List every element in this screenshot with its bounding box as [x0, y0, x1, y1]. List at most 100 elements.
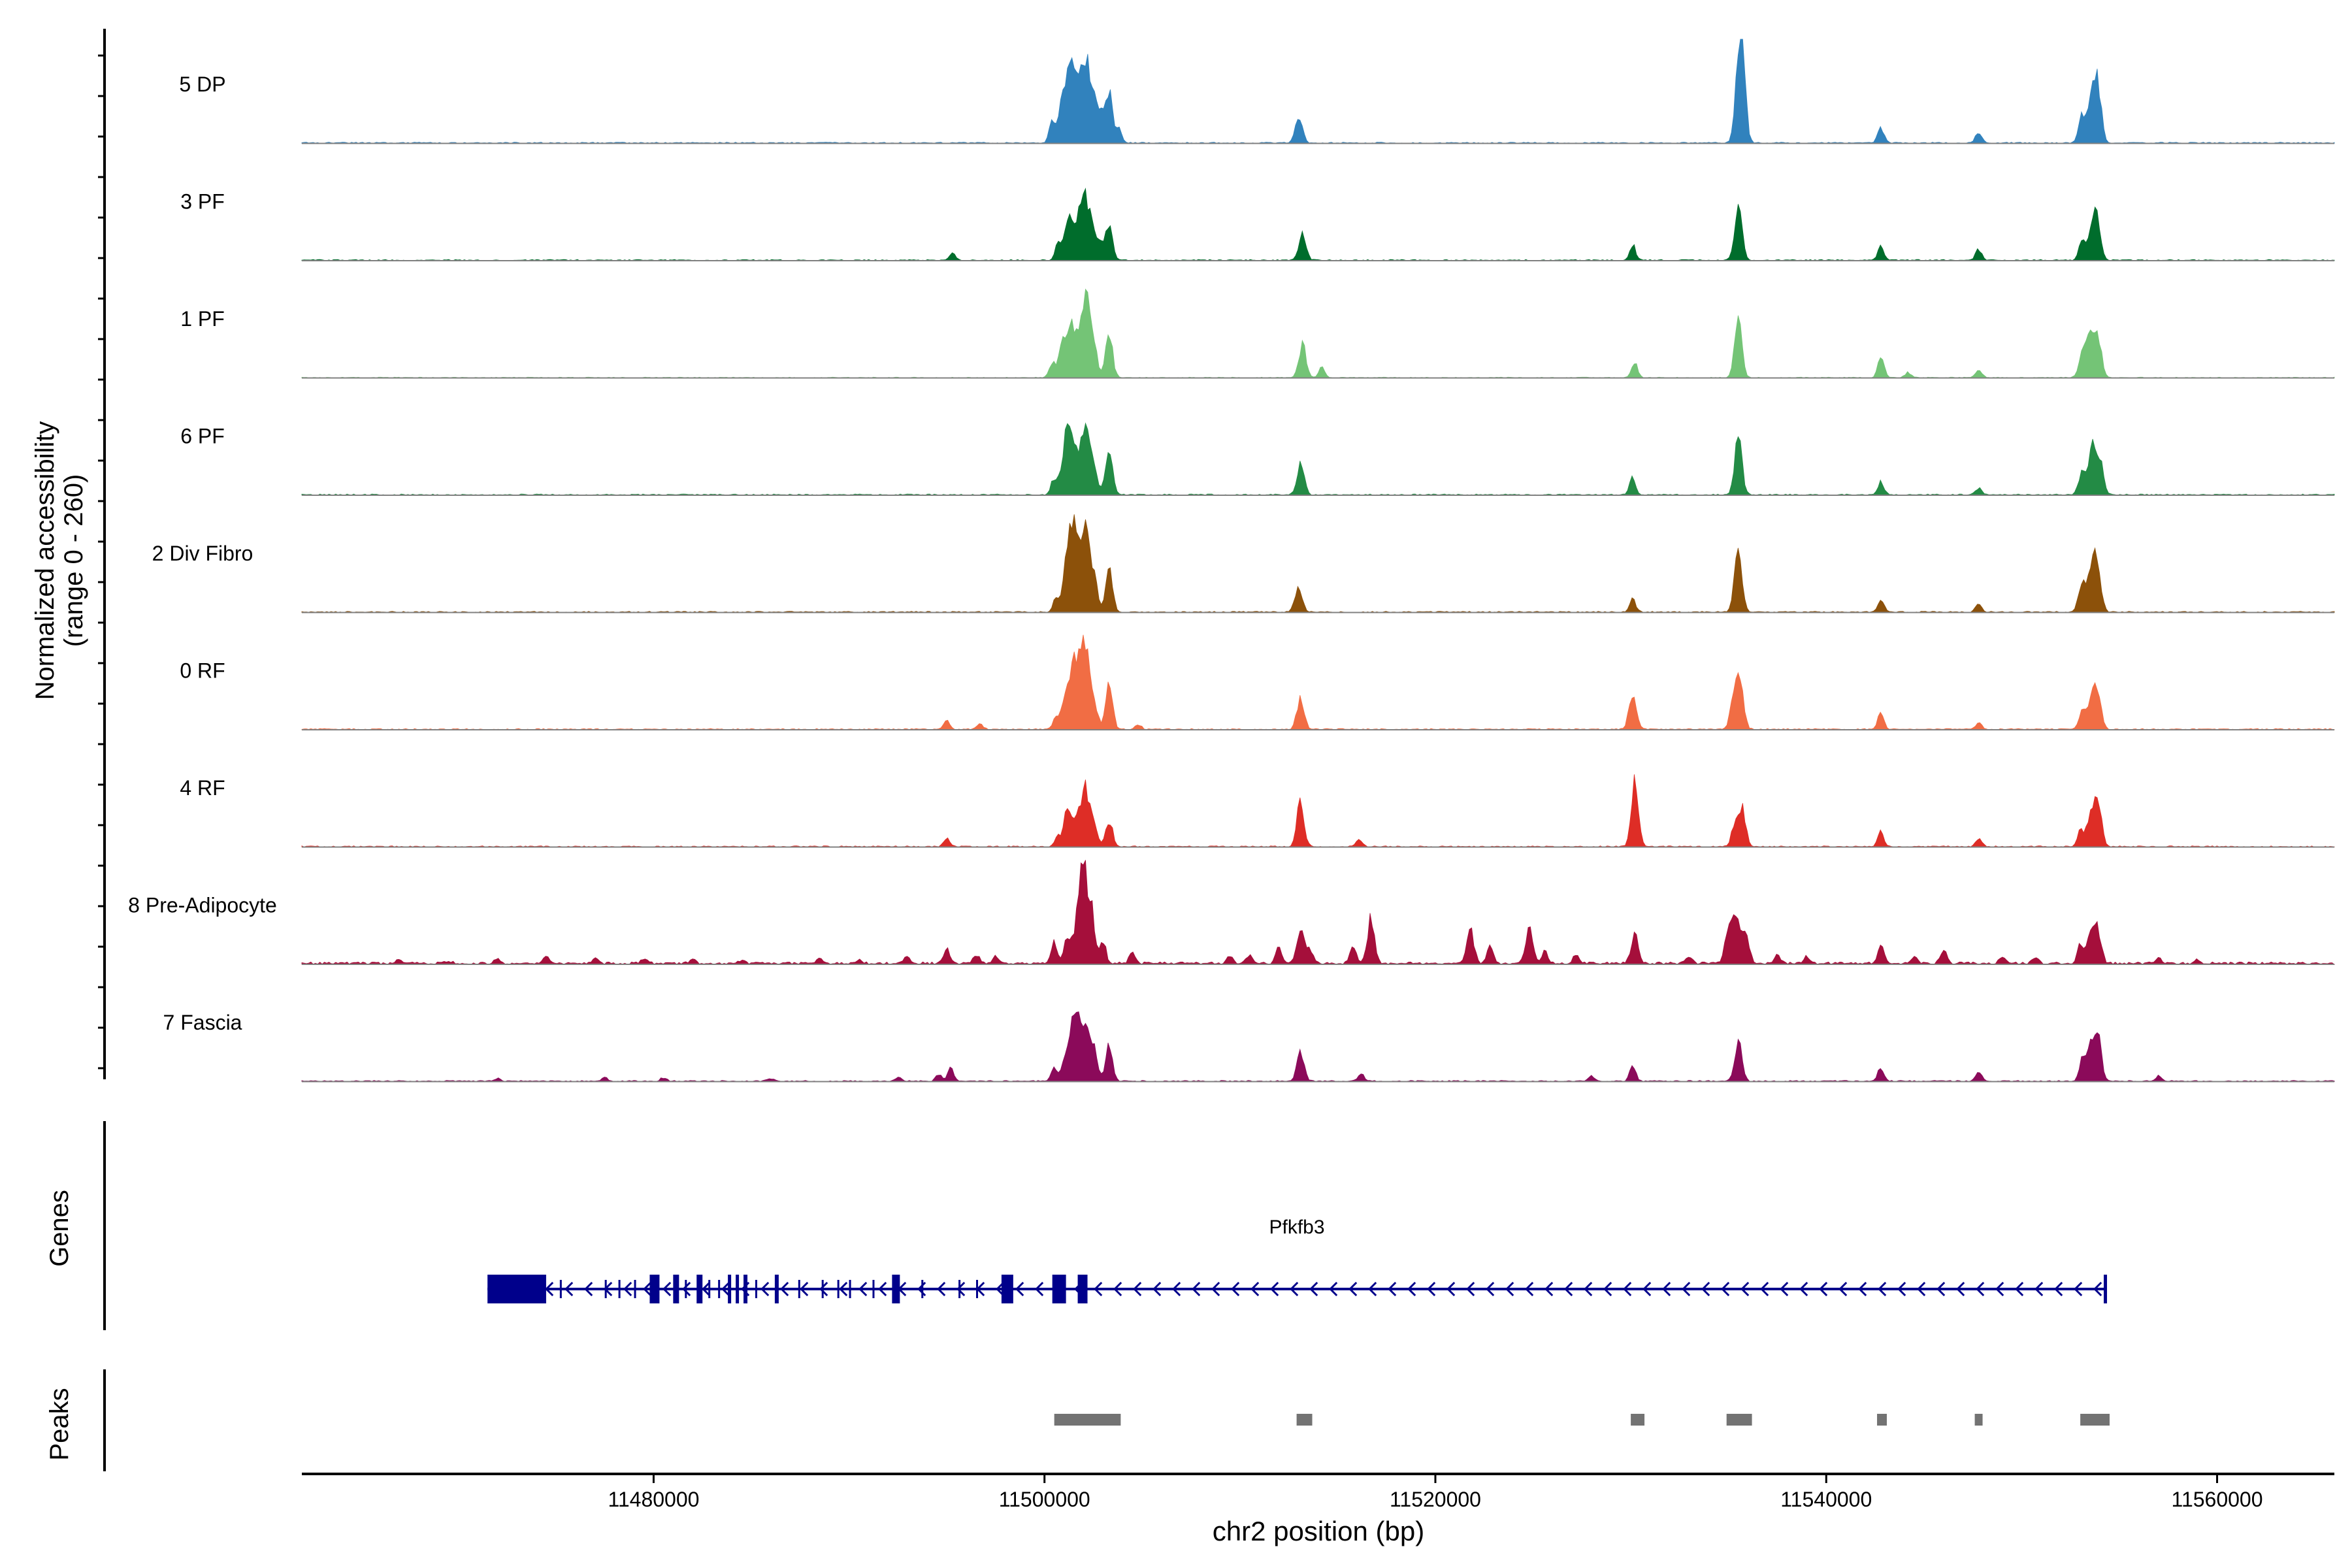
- gene-exon: [649, 1275, 660, 1303]
- accessibility-tracks: 5 DP 3 PF 1 PF 6 PF 2 Div Fibro 0 RF 4 RF 8 Pre…: [128, 39, 2336, 1083]
- gene-name-label: Pfkfb3: [1269, 1217, 1324, 1238]
- strand-arrow: [1917, 1281, 1926, 1297]
- strand-arrow: [2034, 1281, 2044, 1297]
- strand-arrow: [702, 1281, 711, 1297]
- gene-track: Pfkfb3: [487, 1217, 2108, 1303]
- gene-exon-small: [634, 1280, 636, 1298]
- strand-arrow: [1642, 1281, 1652, 1297]
- track-6-pf: 6 PF: [180, 422, 2335, 496]
- strand-arrow: [1388, 1281, 1397, 1297]
- track-label: 2 Div Fibro: [152, 542, 253, 565]
- strand-arrow: [1035, 1281, 1044, 1297]
- peaks-panel-title: Peaks: [45, 1388, 74, 1460]
- strand-arrow: [780, 1281, 789, 1297]
- gene-exon: [743, 1275, 748, 1303]
- strand-arrow: [1682, 1281, 1691, 1297]
- peak-region: [1974, 1414, 1983, 1426]
- x-tick-label: 11500000: [999, 1488, 1090, 1511]
- strand-arrow: [662, 1281, 672, 1297]
- track-label: 5 DP: [179, 73, 225, 96]
- strand-arrow: [1250, 1281, 1260, 1297]
- strand-arrow: [996, 1281, 1005, 1297]
- strand-arrow: [1976, 1281, 1985, 1297]
- strand-arrow: [2015, 1281, 2024, 1297]
- x-tick-label: 11540000: [1780, 1488, 1872, 1511]
- strand-arrow: [1564, 1281, 1573, 1297]
- gene-exon: [892, 1275, 900, 1303]
- strand-arrow: [623, 1281, 632, 1297]
- strand-arrow: [1995, 1281, 2004, 1297]
- strand-arrow: [1838, 1281, 1848, 1297]
- strand-arrow: [1701, 1281, 1710, 1297]
- gene-exon: [2104, 1275, 2108, 1303]
- strand-arrow: [1819, 1281, 1828, 1297]
- strand-arrow: [1329, 1281, 1338, 1297]
- x-axis-title: chr2 position (bp): [1213, 1516, 1425, 1546]
- peak-region: [1631, 1414, 1645, 1426]
- coverage-area: [301, 860, 2336, 965]
- strand-arrow: [1603, 1281, 1612, 1297]
- strand-arrow: [1956, 1281, 1965, 1297]
- strand-arrow: [584, 1281, 593, 1297]
- strand-arrow: [1133, 1281, 1142, 1297]
- gene-exon-small: [618, 1280, 621, 1298]
- track-label: 3 PF: [180, 190, 225, 214]
- strand-arrow: [1897, 1281, 1906, 1297]
- gene-exon: [1077, 1275, 1088, 1303]
- gene-exon-small: [755, 1280, 757, 1298]
- peak-region: [1726, 1414, 1752, 1426]
- strand-arrow: [1780, 1281, 1789, 1297]
- peak-region: [1296, 1414, 1313, 1426]
- strand-arrow: [839, 1281, 848, 1297]
- track-7-fascia: 7 Fascia: [163, 1011, 2335, 1083]
- strand-arrow: [1192, 1281, 1201, 1297]
- gene-exon-small: [798, 1280, 800, 1298]
- track-label: 8 Pre-Adipocyte: [128, 894, 277, 917]
- strand-arrow: [1623, 1281, 1632, 1297]
- strand-arrow: [643, 1281, 652, 1297]
- strand-arrow: [721, 1281, 730, 1297]
- track-0-rf: 0 RF: [180, 634, 2335, 730]
- strand-arrow: [564, 1281, 574, 1297]
- gene-exon-small: [559, 1280, 562, 1298]
- gene-exon: [1001, 1275, 1013, 1303]
- gene-exon: [728, 1275, 732, 1303]
- strand-arrow: [1760, 1281, 1769, 1297]
- gene-exon-small: [604, 1280, 607, 1298]
- x-tick-label: 11520000: [1390, 1488, 1481, 1511]
- strand-arrow: [1427, 1281, 1436, 1297]
- strand-arrow: [1721, 1281, 1730, 1297]
- strand-arrow: [1368, 1281, 1377, 1297]
- peak-track: [1054, 1414, 2110, 1426]
- y-axis-title-line1: Normalized accessibility: [31, 421, 59, 700]
- strand-arrow: [1348, 1281, 1358, 1297]
- strand-arrow: [1407, 1281, 1416, 1297]
- x-tick-label: 11480000: [608, 1488, 699, 1511]
- strand-arrow: [1858, 1281, 1867, 1297]
- gene-exon-small: [685, 1280, 687, 1298]
- strand-arrow: [1270, 1281, 1279, 1297]
- gene-exon-small: [849, 1280, 851, 1298]
- strand-arrow: [2074, 1281, 2083, 1297]
- track-label: 1 PF: [180, 307, 225, 331]
- track-label: 4 RF: [180, 776, 225, 800]
- y-axis-title-line2: (range 0 - 260): [59, 474, 88, 647]
- track-3-pf: 3 PF: [180, 188, 2335, 261]
- peak-region: [1877, 1414, 1887, 1426]
- track-8-pre-adipocyte: 8 Pre-Adipocyte: [128, 860, 2336, 965]
- strand-arrow: [1113, 1281, 1122, 1297]
- gene-exon-small: [958, 1280, 961, 1298]
- strand-arrow: [819, 1281, 828, 1297]
- strand-arrow: [1486, 1281, 1495, 1297]
- strand-arrow: [1936, 1281, 1946, 1297]
- strand-arrow: [1152, 1281, 1162, 1297]
- x-axis: 11480000 11500000 11520000 11540000 11560000: [302, 1473, 2334, 1511]
- strand-arrow: [682, 1281, 691, 1297]
- gene-exon-small: [718, 1280, 721, 1298]
- strand-arrow: [1446, 1281, 1456, 1297]
- track-label: 0 RF: [180, 659, 225, 683]
- gene-exon-small: [708, 1280, 711, 1298]
- strand-arrow: [1525, 1281, 1534, 1297]
- strand-arrow: [858, 1281, 868, 1297]
- track-1-pf: 1 PF: [180, 288, 2335, 379]
